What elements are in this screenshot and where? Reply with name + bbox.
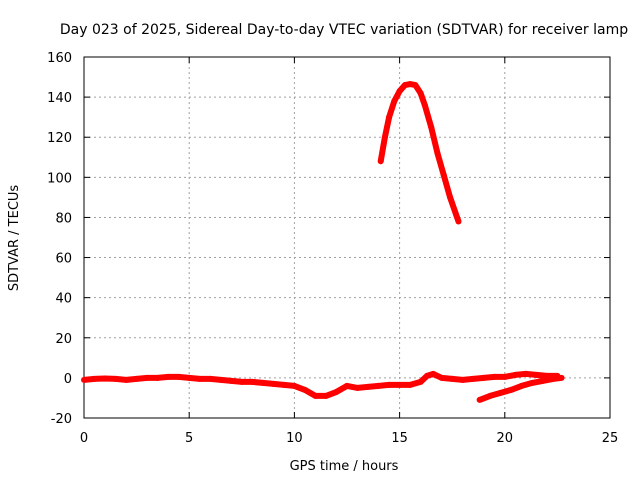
data-point [186,374,193,381]
data-point [550,375,557,382]
data-point [522,370,529,377]
y-tick-label: 160 [47,51,72,66]
data-point [365,383,371,390]
data-point [102,375,108,382]
data-point [449,375,456,382]
data-point [455,218,462,225]
x-tick-label: 10 [286,431,303,446]
data-point [396,88,403,95]
data-point [280,381,287,388]
data-point [112,375,119,382]
data-point [301,386,308,393]
data-point [508,386,515,393]
y-tick-label: 100 [47,171,72,186]
data-point [512,371,519,378]
x-tick-label: 20 [497,431,514,446]
y-tick-label: 0 [64,372,72,387]
data-point [412,82,419,89]
y-tick-label: 60 [55,252,72,267]
data-point [476,396,483,403]
data-point [123,376,130,383]
data-point [323,392,329,399]
y-axis-label: SDTVAR / TECUs [7,185,22,292]
data-point [558,374,565,381]
data-point [407,381,414,388]
data-point [133,375,140,382]
data-point [165,373,172,380]
data-point [470,375,477,382]
series-layer [81,81,565,403]
y-tick-label: 140 [47,91,72,106]
data-point [480,374,487,381]
data-point [154,374,161,381]
data-point [529,379,536,386]
data-point [487,392,494,399]
x-tick-label: 15 [391,431,408,446]
plot-frame [83,56,611,419]
data-point [459,376,466,383]
data-point [91,375,98,382]
data-point [434,150,441,157]
data-point [377,158,384,165]
series-line-2 [377,81,462,223]
data-point [228,377,235,384]
data-point [428,124,435,131]
data-point [81,376,87,383]
data-point [440,172,447,179]
data-point [501,373,508,380]
data-point [270,380,277,387]
data-point [207,375,214,382]
data-point [518,382,525,389]
axis-ticks: 0 5 10 15 20 25 -20 0 20 40 60 80 100 120 140 160 [47,51,618,446]
data-point [217,376,224,383]
data-point [438,374,445,381]
data-point [396,381,403,388]
data-point [497,389,504,396]
chart-title: Day 023 of 2025, Sidereal Day-to-day VTE… [60,22,628,38]
data-point [391,98,398,105]
data-point [533,371,540,378]
data-point [491,373,498,380]
y-tick-label: 80 [55,211,72,226]
data-point [259,379,266,386]
data-point [375,382,382,389]
y-tick-label: -20 [51,412,72,427]
data-point [312,392,319,399]
y-tick-label: 40 [55,292,72,307]
data-point [401,82,408,89]
x-tick-label: 25 [602,431,619,446]
x-tick-label: 0 [80,431,88,446]
data-point [144,374,151,381]
data-point [447,194,454,201]
data-point [333,388,340,395]
data-point [421,102,428,109]
data-point [386,381,393,388]
data-point [407,81,414,88]
data-point [344,382,350,389]
data-point [249,378,256,385]
data-point [417,90,424,97]
data-point [417,378,424,385]
data-point [238,378,245,385]
data-point [354,384,361,391]
grid-lines [84,57,610,418]
y-tick-label: 120 [47,131,72,146]
x-tick-label: 5 [185,431,193,446]
data-point [430,370,437,377]
data-point [196,375,203,382]
data-point [175,373,182,380]
data-point [539,377,546,384]
x-axis-label: GPS time / hours [290,459,399,474]
data-point [381,134,388,141]
data-point [424,372,430,379]
data-point [386,114,393,121]
y-tick-label: 20 [55,332,72,347]
data-point [291,382,298,389]
